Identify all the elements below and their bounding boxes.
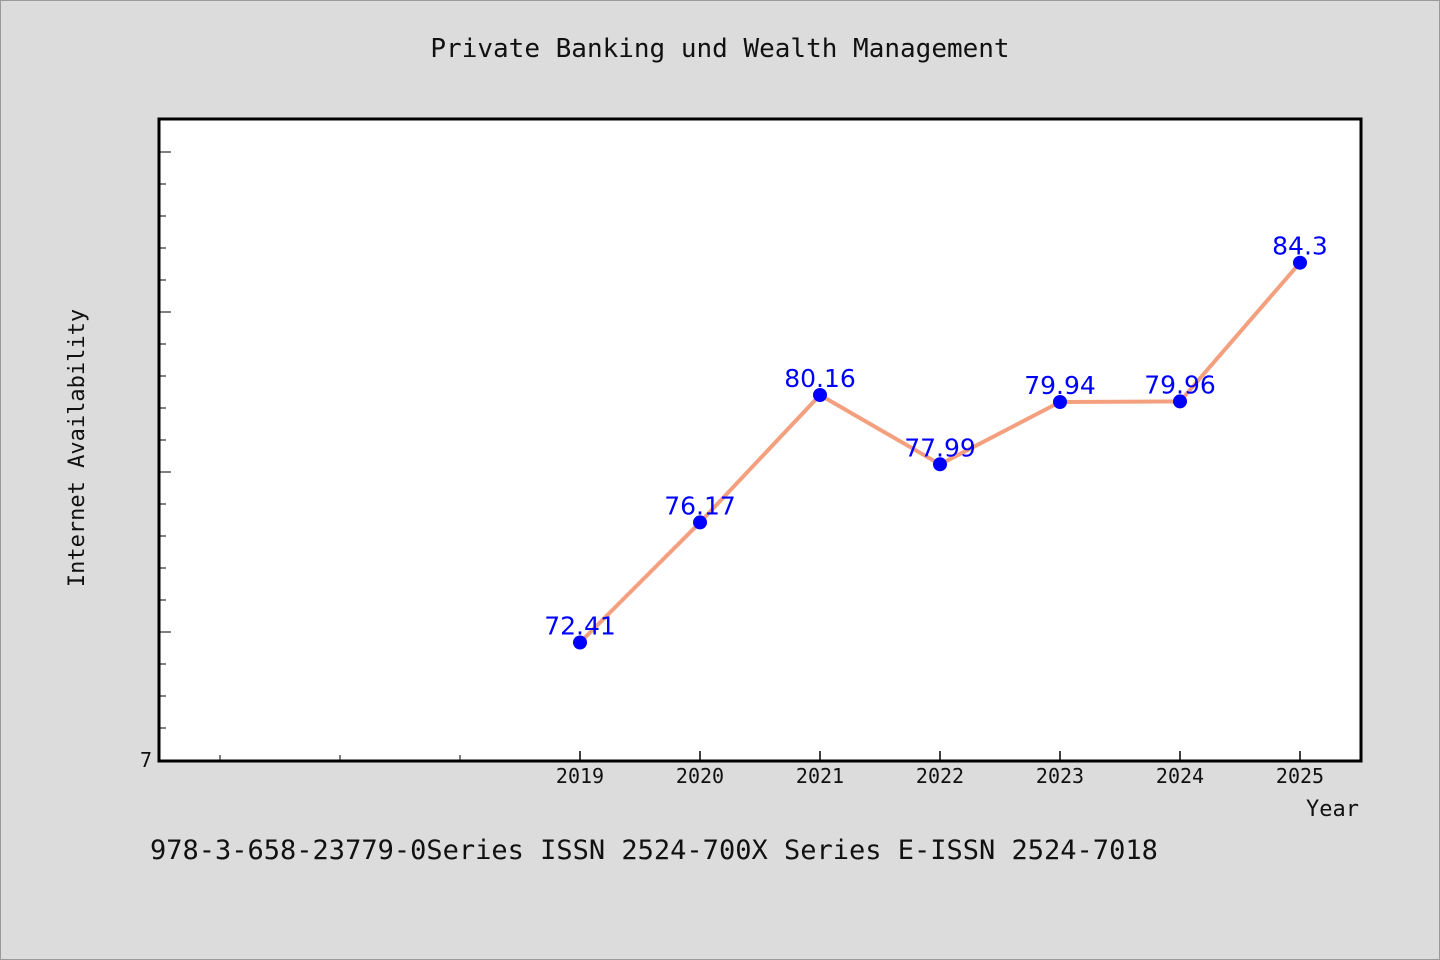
- chart-title: Private Banking und Wealth Management: [430, 34, 1010, 64]
- data-point: [933, 457, 947, 472]
- data-point: [573, 635, 587, 650]
- data-point: [1293, 255, 1307, 270]
- x-tick-label: 2024: [1156, 764, 1204, 788]
- y-axis-label: Internet Availability: [65, 309, 90, 587]
- data-label: 77.99: [904, 433, 976, 462]
- footer-isbn-text: 978-3-658-23779-0Series ISSN 2524-700X S…: [150, 835, 1158, 866]
- x-tick-label: 2020: [676, 764, 724, 788]
- data-label: 76.17: [664, 491, 736, 520]
- data-point: [813, 388, 827, 402]
- x-tick-label: 2023: [1036, 764, 1084, 788]
- x-axis-ticks: 2019 2020 2021 2022 2023 2024 2025: [219, 751, 1324, 788]
- data-point: [1053, 395, 1067, 409]
- x-axis-label: Year: [1306, 797, 1359, 822]
- plot-area: [157, 117, 1363, 763]
- data-label: 72.41: [544, 612, 616, 641]
- data-point: [693, 515, 707, 530]
- x-tick-label: 2019: [556, 764, 604, 788]
- data-label: 79.94: [1024, 371, 1096, 400]
- y-axis-ticks: 7: [140, 151, 171, 772]
- y-tick-label: 7: [140, 748, 152, 772]
- series-group: 72.41 76.17 80.16 77.99 79.94 79.96 84.3: [544, 232, 1328, 650]
- data-point: [1173, 394, 1187, 409]
- x-tick-label: 2021: [796, 764, 844, 788]
- data-label: 79.96: [1144, 370, 1216, 399]
- data-label: 80.16: [784, 364, 856, 393]
- data-label: 84.3: [1272, 232, 1328, 261]
- x-tick-label: 2022: [916, 764, 964, 788]
- x-tick-label: 2025: [1276, 764, 1324, 788]
